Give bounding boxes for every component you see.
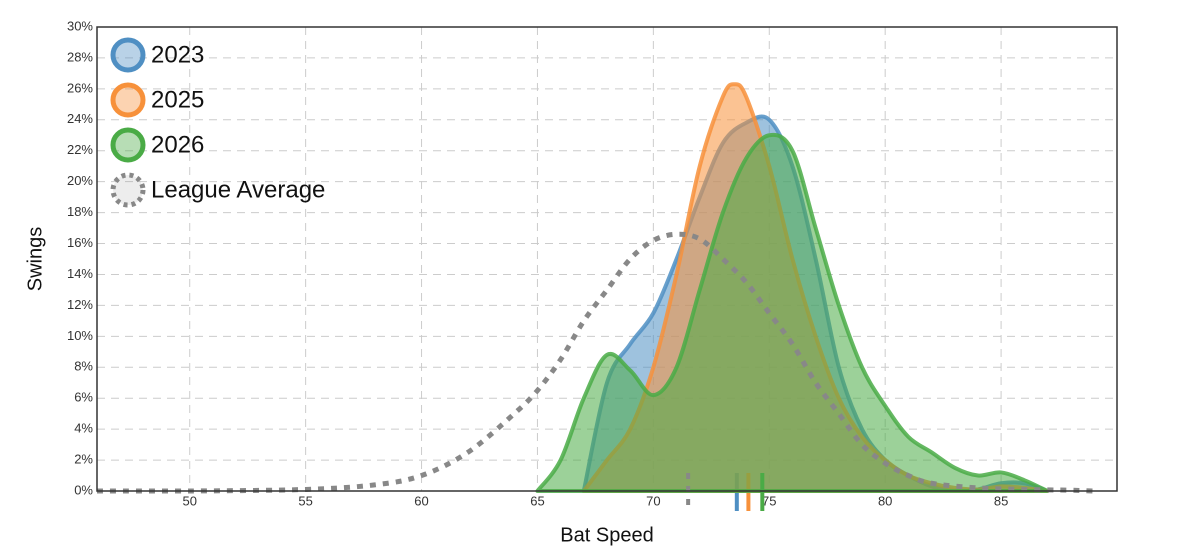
x-tick-label: 85 [994,493,1008,508]
legend-label: 2026 [151,131,204,158]
average-line [96,231,1094,494]
y-tick-label: 8% [74,359,93,374]
y-tick-label: 14% [67,266,93,281]
y-tick-label: 18% [67,204,93,219]
legend-label: 2023 [151,41,204,68]
y-tick-label: 22% [67,142,93,157]
y-tick-label: 26% [67,80,93,95]
x-tick-label: 55 [298,493,312,508]
y-tick-label: 2% [74,452,93,467]
y-tick-label: 16% [67,235,93,250]
x-tick-label: 60 [414,493,428,508]
y-tick-label: 6% [74,390,93,405]
y-tick-label: 12% [67,297,93,312]
y-tick-label: 0% [74,482,93,497]
y-tick-label: 30% [67,18,93,33]
density-area [535,132,1050,493]
legend-label: League Average [151,176,325,203]
legend-label: 2025 [151,86,204,113]
y-tick-label: 20% [67,173,93,188]
y-tick-label: 24% [67,111,93,126]
legend-marker [110,172,146,208]
x-tick-label: 70 [646,493,660,508]
plot-frame [96,26,1118,492]
x-tick-label: 65 [530,493,544,508]
x-axis-label: Bat Speed [560,524,653,546]
y-tick-label: 10% [67,328,93,343]
legend-marker [110,37,146,73]
x-tick-label: 50 [182,493,196,508]
y-tick-label: 28% [67,49,93,64]
y-tick-label: 4% [74,421,93,436]
x-tick-label: 80 [878,493,892,508]
x-tick-label: 75 [762,493,776,508]
legend-marker [110,127,146,163]
legend-marker [110,82,146,118]
y-axis-label: Swings [24,227,46,291]
